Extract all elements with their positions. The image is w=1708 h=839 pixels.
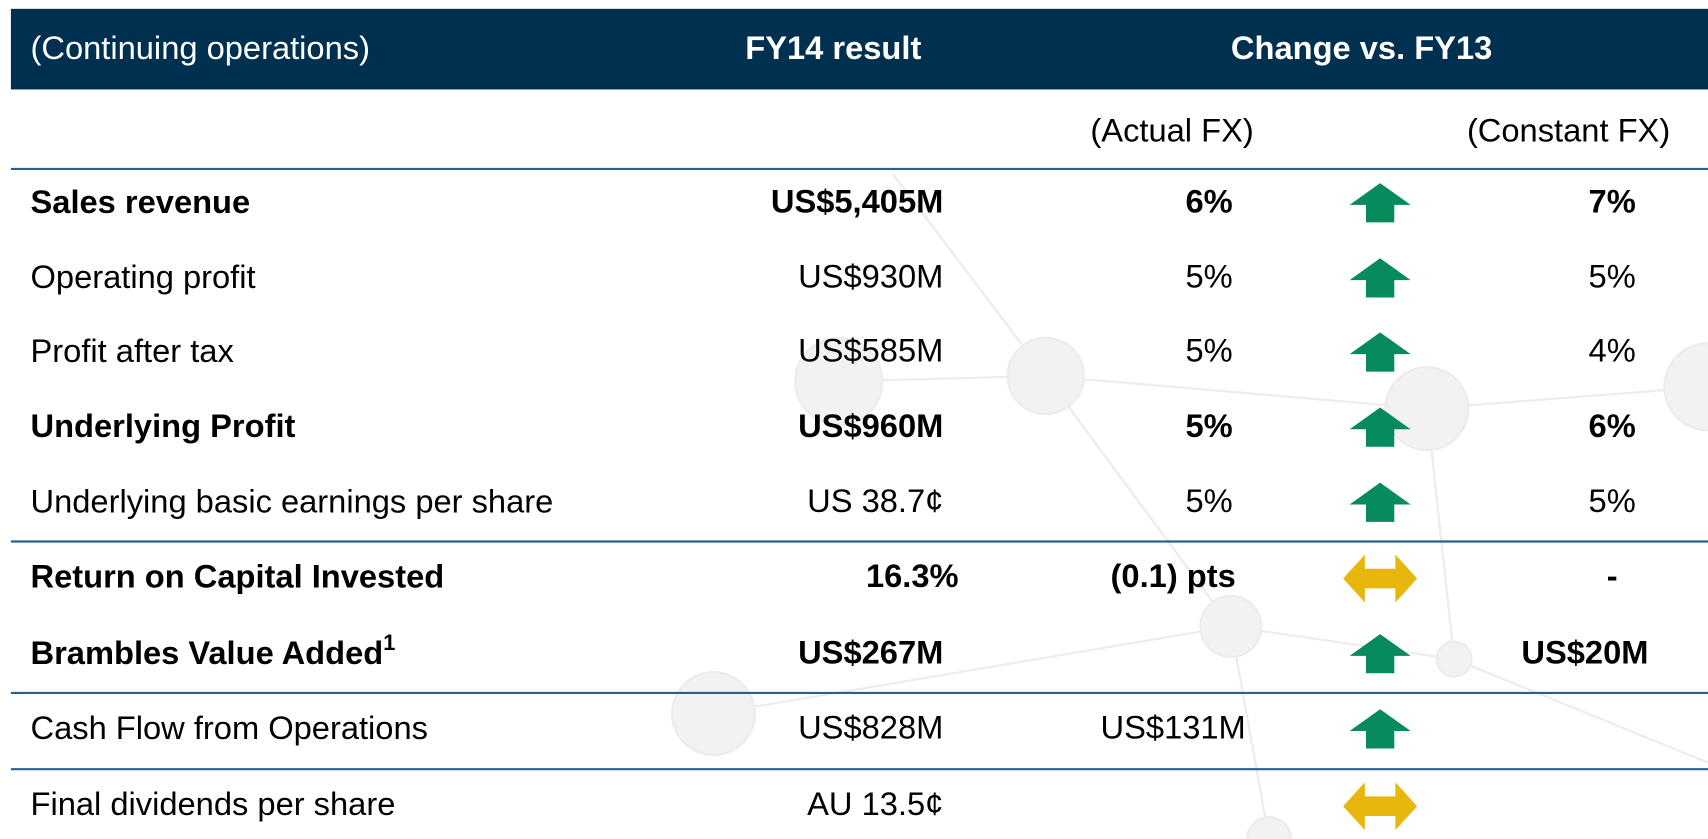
fy14-value: US$960M bbox=[798, 407, 943, 444]
fy14-value: US 38.7¢ bbox=[807, 482, 943, 519]
header-change: Change vs. FY13 bbox=[1231, 29, 1492, 66]
row-label-text: Sales revenue bbox=[31, 182, 251, 219]
row-label: Brambles Value Added1 bbox=[31, 630, 396, 671]
trend-up-arrow bbox=[1349, 258, 1411, 298]
row-label-text: Cash Flow from Operations bbox=[31, 709, 428, 746]
footnote-marker: 1 bbox=[383, 630, 395, 655]
trend-up-arrow bbox=[1349, 407, 1411, 447]
row-dividers bbox=[10, 167, 1708, 771]
row-label: Final dividends per share bbox=[31, 785, 396, 822]
actual-fx-value: 5% bbox=[1186, 332, 1233, 369]
row-label: Cash Flow from Operations bbox=[31, 709, 428, 746]
constant-fx-value: - bbox=[1607, 557, 1618, 594]
trend-up-arrow bbox=[1349, 709, 1411, 749]
row-label-text: Underlying Profit bbox=[31, 407, 296, 444]
actual-fx-value: 6% bbox=[1186, 182, 1233, 219]
trend-flat-arrow bbox=[1343, 554, 1418, 603]
trend-up-arrow bbox=[1349, 482, 1411, 522]
row-label: Underlying Profit bbox=[31, 407, 296, 444]
row-label: Return on Capital Invested bbox=[31, 557, 445, 594]
fy14-value: US$267M bbox=[798, 633, 943, 670]
constant-fx-value: 5% bbox=[1589, 482, 1636, 519]
actual-fx-value: 5% bbox=[1186, 482, 1233, 519]
row-label-text: Profit after tax bbox=[31, 332, 234, 369]
header-bar bbox=[10, 8, 1708, 90]
fy14-value: US$5,405M bbox=[771, 182, 943, 219]
trend-up-arrow bbox=[1349, 332, 1411, 372]
trend-flat-arrow bbox=[1343, 782, 1418, 831]
constant-fx-value: 7% bbox=[1589, 182, 1636, 219]
actual-fx-value: (0.1) pts bbox=[1111, 557, 1236, 594]
actual-fx-value: 5% bbox=[1186, 407, 1233, 444]
subheader-constant: (Constant FX) bbox=[1467, 112, 1670, 149]
fy14-value: 16.3% bbox=[866, 557, 959, 594]
fy14-value: US$930M bbox=[798, 258, 943, 295]
fy14-value: US$585M bbox=[798, 332, 943, 369]
row-label-text: Return on Capital Invested bbox=[31, 557, 445, 594]
row-label-text: Final dividends per share bbox=[31, 785, 396, 822]
row-label-text: Brambles Value Added bbox=[31, 633, 384, 670]
background-network bbox=[670, 173, 1708, 839]
constant-fx-value: 6% bbox=[1589, 407, 1636, 444]
row-label: Sales revenue bbox=[31, 182, 251, 219]
row-label: Underlying basic earnings per share bbox=[31, 482, 554, 519]
constant-fx-value: 5% bbox=[1589, 258, 1636, 295]
fy14-value: US$828M bbox=[798, 709, 943, 746]
row-label: Operating profit bbox=[31, 258, 256, 295]
trend-up-arrow bbox=[1349, 634, 1411, 674]
header-fy14: FY14 result bbox=[745, 29, 921, 66]
header-label: (Continuing operations) bbox=[31, 29, 370, 66]
constant-fx-value: US$20M bbox=[1521, 633, 1648, 670]
subheader-actual: (Actual FX) bbox=[1090, 112, 1253, 149]
row-label: Profit after tax bbox=[31, 332, 234, 369]
actual-fx-value: US$131M bbox=[1101, 709, 1246, 746]
row-label-text: Operating profit bbox=[31, 258, 256, 295]
constant-fx-value: 4% bbox=[1589, 332, 1636, 369]
row-label-text: Underlying basic earnings per share bbox=[31, 482, 554, 519]
actual-fx-value: 5% bbox=[1186, 258, 1233, 295]
trend-up-arrow bbox=[1349, 183, 1411, 223]
fy14-value: AU 13.5¢ bbox=[807, 785, 943, 822]
